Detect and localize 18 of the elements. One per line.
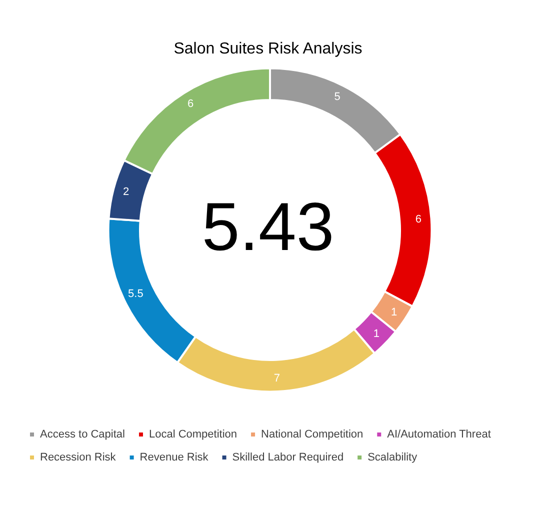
legend-label: Scalability [368, 452, 418, 464]
legend-label: National Competition [261, 428, 364, 440]
data-label: 6 [415, 214, 422, 226]
data-label: 7 [274, 372, 280, 385]
text: 5.43 [202, 189, 334, 265]
chart-title: Salon Suites Risk Analysis [174, 40, 362, 58]
data-label: 5.5 [128, 288, 144, 300]
data-label: 5 [334, 91, 340, 104]
data-label: 2 [123, 186, 130, 198]
legend-label: AI/Automation Threat [387, 428, 491, 440]
legend-label: Revenue Risk [140, 452, 209, 464]
data-label: 1 [390, 306, 398, 318]
legend-label: Recession Risk [40, 452, 116, 464]
data-label: 6 [188, 98, 194, 110]
data-label: 1 [373, 328, 380, 340]
legend-label: Skilled Labor Required [232, 452, 344, 464]
legend-label: Local Competition [148, 428, 238, 440]
legend-label: Access to Capital [40, 428, 125, 440]
